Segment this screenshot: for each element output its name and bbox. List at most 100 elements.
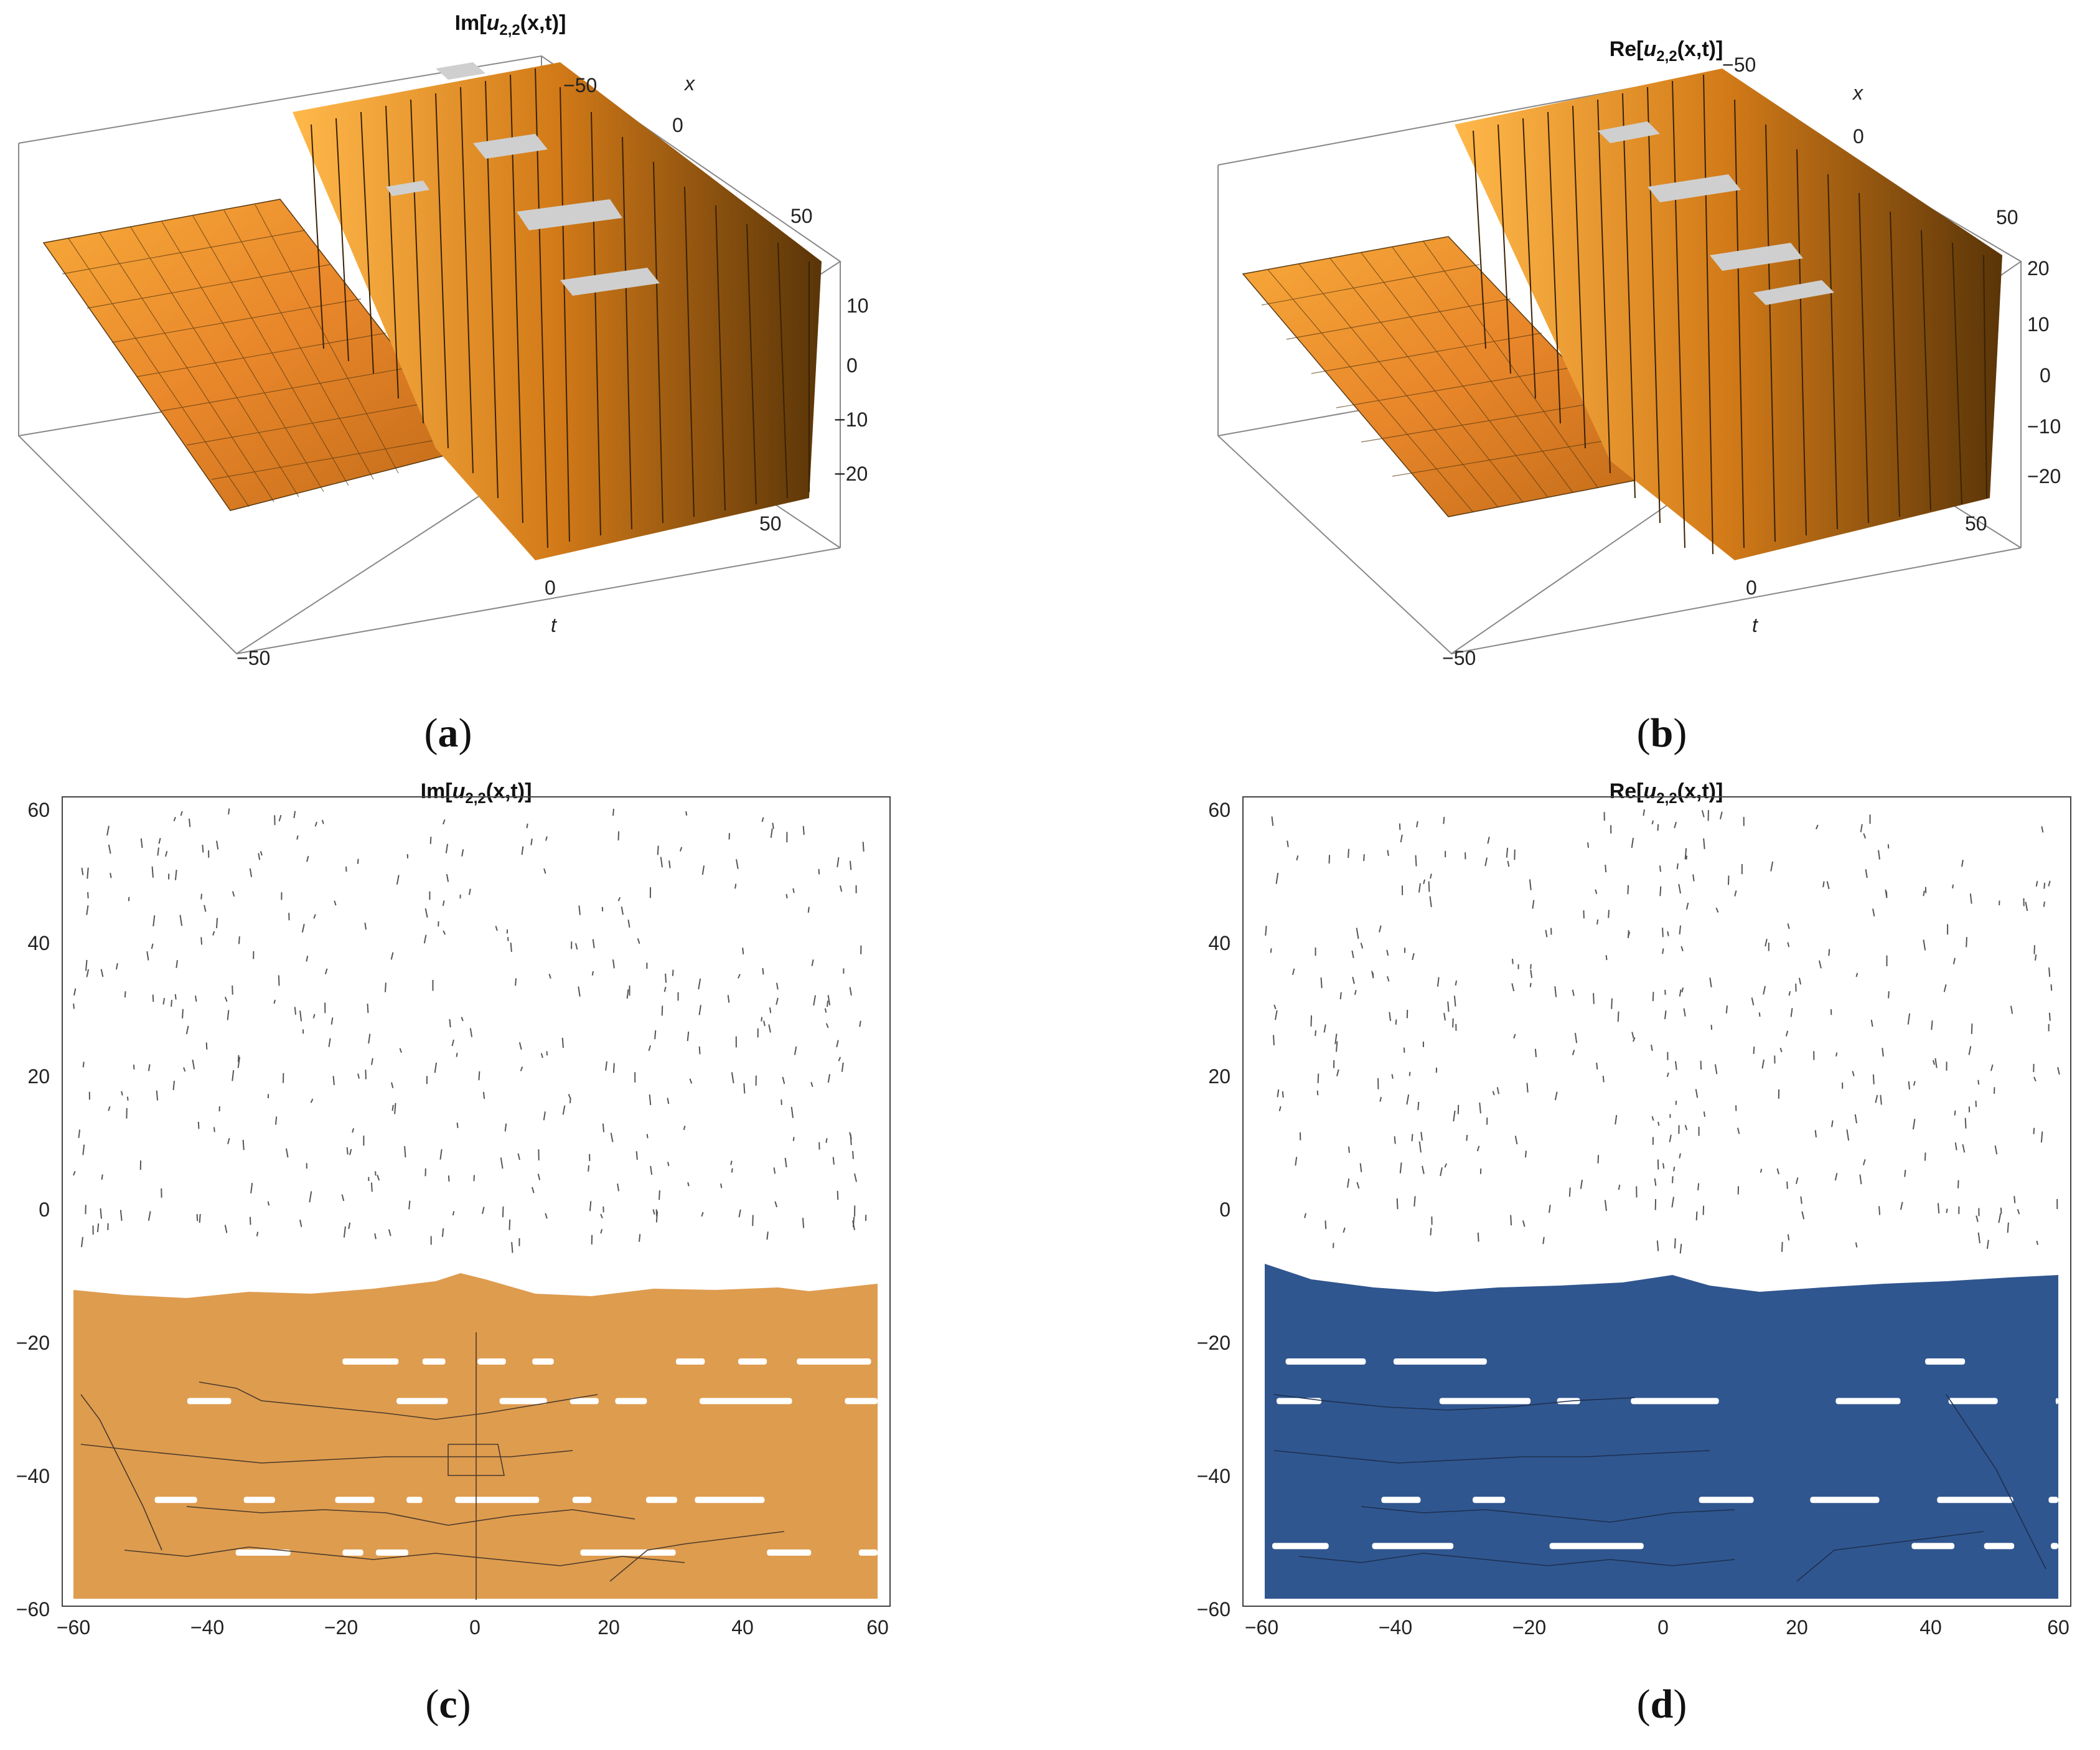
speckle bbox=[396, 875, 400, 885]
contour-title: Im[u2,2(x,t)] bbox=[421, 779, 532, 807]
contour-speckles bbox=[73, 808, 867, 1253]
speckle bbox=[540, 1053, 543, 1058]
speckle bbox=[1545, 929, 1548, 938]
speckle bbox=[423, 934, 427, 944]
y-tick: 0 bbox=[1219, 1198, 1230, 1221]
speckle bbox=[1487, 836, 1490, 844]
speckle bbox=[345, 866, 347, 872]
speckle bbox=[2025, 901, 2028, 911]
speckle bbox=[1946, 1208, 1948, 1213]
speckle bbox=[238, 936, 240, 944]
speckle bbox=[1484, 857, 1488, 867]
speckle bbox=[120, 1210, 123, 1221]
speckle bbox=[200, 937, 203, 945]
y-tick: −40 bbox=[1197, 1465, 1230, 1487]
speckle bbox=[827, 995, 831, 1005]
speckle bbox=[1359, 1163, 1362, 1172]
gap-mark bbox=[1372, 1543, 1454, 1550]
speckle bbox=[1415, 855, 1417, 867]
speckle bbox=[1679, 989, 1682, 997]
x-ticks: −60 −40 −20 0 20 40 60 bbox=[1245, 1616, 2070, 1639]
speckle bbox=[859, 1020, 861, 1027]
speckle bbox=[1887, 844, 1890, 849]
speckle bbox=[1466, 1134, 1468, 1141]
x-tick: −60 bbox=[1245, 1616, 1278, 1639]
gap-marks bbox=[1272, 1358, 2058, 1550]
speckle bbox=[1934, 1058, 1938, 1068]
speckle bbox=[364, 923, 367, 930]
speckle bbox=[698, 1005, 701, 1015]
y-ticks: 60 40 20 0 −20 −40 −60 bbox=[1197, 799, 1230, 1621]
speckle bbox=[469, 1028, 473, 1037]
speckle bbox=[862, 842, 865, 852]
speckle bbox=[148, 1064, 151, 1071]
speckle bbox=[768, 1024, 771, 1033]
gap-mark bbox=[154, 1497, 197, 1503]
gap-mark bbox=[767, 1549, 812, 1556]
speckle bbox=[530, 838, 533, 845]
speckle bbox=[179, 915, 183, 926]
gap-mark bbox=[1925, 1358, 1966, 1365]
speckle bbox=[1961, 860, 1964, 867]
speckle bbox=[232, 891, 235, 897]
speckle bbox=[1697, 1183, 1700, 1191]
speckle bbox=[301, 923, 305, 933]
speckle bbox=[610, 1132, 614, 1142]
speckle bbox=[776, 997, 779, 1005]
x-tick: −40 bbox=[190, 1616, 224, 1639]
speckle bbox=[192, 1060, 195, 1070]
speckle bbox=[543, 868, 546, 874]
speckle bbox=[1924, 1152, 1926, 1161]
speckle bbox=[1328, 855, 1331, 864]
speckle bbox=[782, 1076, 785, 1084]
speckle bbox=[794, 1046, 797, 1055]
speckle bbox=[790, 1106, 794, 1118]
z-tick: 20 bbox=[2027, 257, 2050, 280]
speckle bbox=[1678, 883, 1681, 894]
speckle bbox=[1855, 972, 1859, 977]
speckle bbox=[1977, 1080, 1980, 1085]
speckle bbox=[1379, 1096, 1382, 1102]
gap-mark bbox=[615, 1398, 647, 1404]
gap-mark bbox=[477, 1358, 506, 1365]
speckle bbox=[1954, 1110, 1956, 1116]
speckle bbox=[371, 1058, 373, 1065]
speckle bbox=[1479, 1103, 1481, 1114]
speckle bbox=[1514, 1136, 1518, 1145]
x-tick: −20 bbox=[324, 1616, 358, 1639]
speckle bbox=[1659, 886, 1662, 896]
speckle bbox=[468, 888, 471, 895]
speckle bbox=[1360, 943, 1364, 949]
speckle bbox=[1387, 850, 1389, 856]
gap-mark bbox=[406, 1497, 423, 1503]
caption-b: (b) bbox=[1636, 710, 1687, 756]
speckle bbox=[1420, 1132, 1423, 1141]
speckle bbox=[1998, 1213, 2002, 1223]
t-tick: −50 bbox=[237, 647, 270, 669]
gap-mark bbox=[646, 1497, 678, 1503]
gap-mark bbox=[1984, 1543, 2015, 1550]
x-tick: 40 bbox=[731, 1616, 754, 1639]
speckle bbox=[1430, 1228, 1432, 1236]
speckle bbox=[1403, 1047, 1405, 1053]
speckle bbox=[731, 1168, 733, 1173]
y-tick: −60 bbox=[1197, 1598, 1230, 1621]
speckle bbox=[657, 845, 659, 855]
caption-a: (a) bbox=[424, 710, 472, 756]
speckle bbox=[1855, 1242, 1858, 1248]
speckle bbox=[237, 1056, 241, 1068]
speckle bbox=[780, 1099, 782, 1105]
speckle bbox=[1513, 1033, 1516, 1039]
speckle bbox=[188, 818, 191, 827]
speckle bbox=[1968, 1046, 1972, 1055]
speckle bbox=[762, 967, 764, 975]
speckle bbox=[1700, 1060, 1702, 1070]
speckle bbox=[1511, 983, 1515, 992]
speckle bbox=[1664, 1010, 1667, 1020]
speckle bbox=[1395, 1019, 1397, 1025]
speckle bbox=[434, 1062, 438, 1073]
speckle bbox=[1818, 960, 1822, 969]
t-tick: 50 bbox=[1965, 512, 1987, 535]
speckle bbox=[1695, 1089, 1699, 1098]
speckle bbox=[1776, 1168, 1779, 1175]
